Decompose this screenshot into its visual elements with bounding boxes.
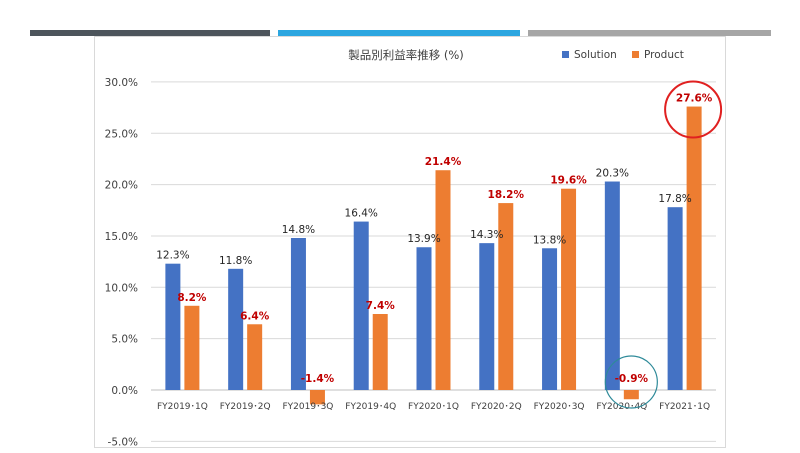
legend-swatch-product [632,51,639,58]
data-label-product: 8.2% [177,292,207,304]
y-tick-label: 20.0% [105,180,138,192]
data-label-solution: 11.8% [219,255,252,267]
bar-product [309,390,325,405]
bar-solution [353,221,369,390]
bars-layer [165,106,702,405]
bar-solution [604,181,620,390]
header-stripe-dark [30,30,270,36]
bar-product [561,188,577,390]
legend-label-product: Product [644,49,684,61]
x-tick-label: FY2019･2Q [220,402,271,412]
legend-label-solution: Solution [574,49,617,61]
chart-panel: 30.0% 25.0% 20.0% 15.0% 10.0% 5.0% 0.0% -5.0% F… [94,36,726,448]
bar-product [247,324,263,390]
data-label-product: -0.9% [615,373,649,385]
highlight-layer [604,80,723,409]
data-label-solution: 16.4% [345,208,378,220]
data-label-solution: 17.8% [658,193,691,205]
legend: Solution Product [562,49,684,61]
bar-solution [667,207,683,390]
legend-swatch-solution [562,51,569,58]
bar-product [498,203,514,390]
y-tick-label: 25.0% [105,128,138,140]
x-tick-label: FY2021･1Q [659,402,710,412]
bar-solution [416,247,432,390]
bar-product [184,305,200,390]
x-tick-label: FY2020･2Q [471,402,522,412]
x-tick-label: FY2020･3Q [534,402,585,412]
highlight-circle-red [664,80,723,139]
bar-product [686,106,702,390]
bar-solution [165,263,181,390]
x-tick-label: FY2019･3Q [282,402,333,412]
x-tick-label: FY2020･1Q [408,402,459,412]
bar-solution [228,268,244,390]
bar-solution [290,238,306,390]
data-label-solution: 12.3% [156,250,189,262]
data-label-solution: 14.3% [470,229,503,241]
bar-product [435,170,451,390]
header-stripe-blue [278,30,520,36]
y-tick-label: 15.0% [105,231,138,243]
data-label-product: 6.4% [240,310,270,322]
data-label-solution: 13.9% [407,233,440,245]
data-label-product: 18.2% [488,189,525,201]
data-label-product: -1.4% [301,373,335,385]
data-label-product: 19.6% [550,175,587,187]
y-tick-label: 30.0% [105,77,138,89]
y-tick-label: 0.0% [111,385,138,397]
data-label-product: 7.4% [366,300,396,312]
labels-layer: FY2019･1Q 12.3% 8.2% FY2019･2Q 11.8% 6.4% FY20… [156,93,713,412]
grid-layer: 30.0% 25.0% 20.0% 15.0% 10.0% 5.0% 0.0% -5.0% [105,77,716,448]
y-tick-label: 5.0% [111,334,138,346]
x-tick-label: FY2019･1Q [157,402,208,412]
x-tick-label: FY2019･4Q [345,402,396,412]
y-tick-label: 10.0% [105,282,138,294]
highlight-circle-teal [604,355,658,409]
x-tick-label: FY2020･4Q [596,402,647,412]
bar-product [372,314,388,390]
data-label-solution: 20.3% [596,168,629,180]
data-label-product: 27.6% [676,93,713,105]
data-label-solution: 13.8% [533,234,566,246]
y-tick-label: -5.0% [108,436,138,448]
chart-svg: 30.0% 25.0% 20.0% 15.0% 10.0% 5.0% 0.0% -5.0% F… [105,48,723,448]
bar-solution [542,248,558,390]
data-label-product: 21.4% [425,156,462,168]
chart-title: 製品別利益率推移 (%) [348,48,464,62]
data-label-solution: 14.8% [282,224,315,236]
bar-solution [479,243,495,390]
bar-product [623,390,639,400]
header-stripe-gray [528,30,771,36]
